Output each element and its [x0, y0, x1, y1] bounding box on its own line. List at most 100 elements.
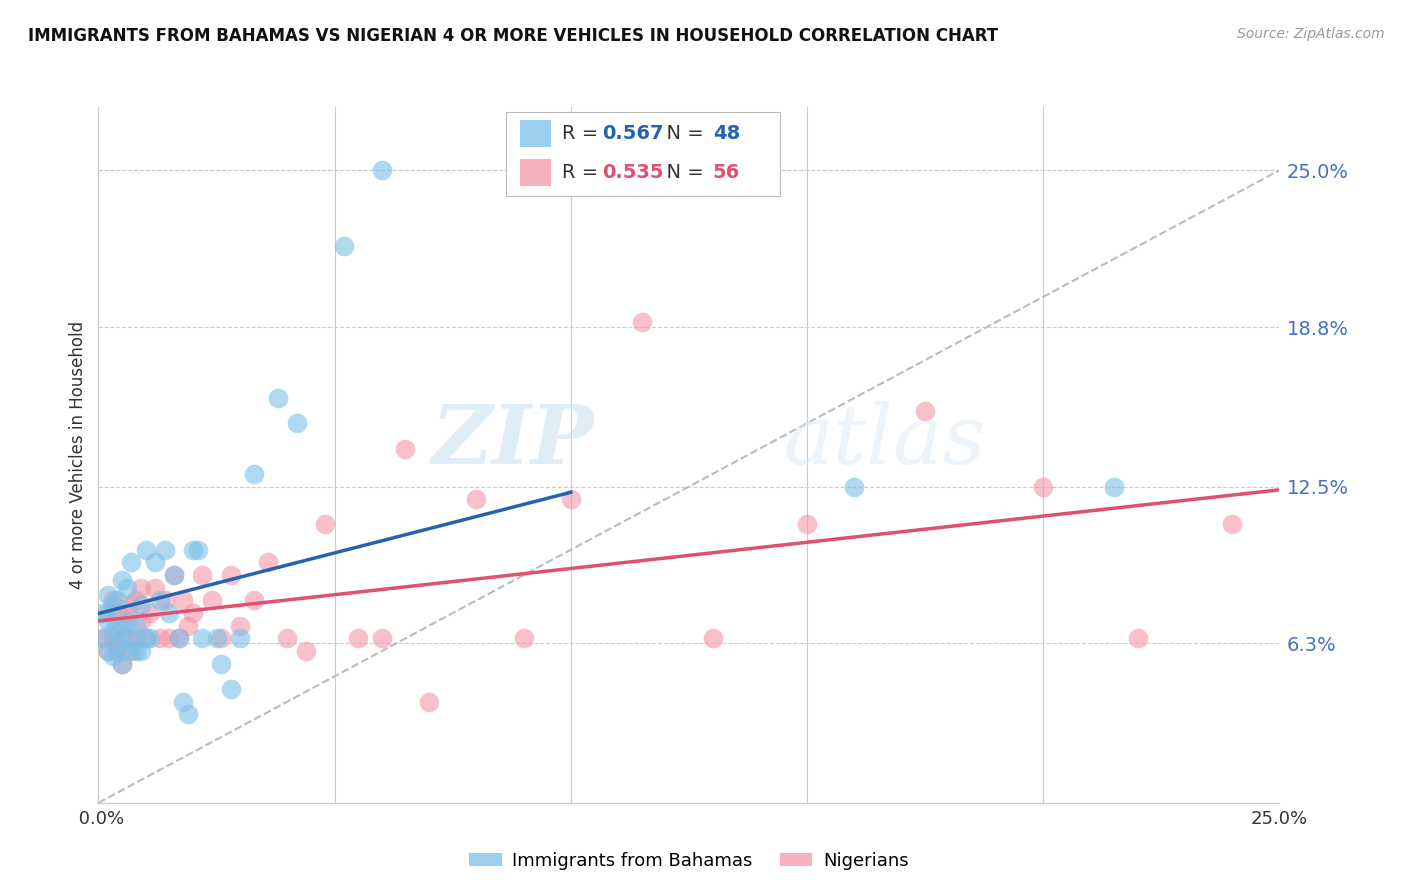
Point	[115, 644, 138, 658]
Point	[101, 599, 124, 613]
Point	[135, 632, 157, 646]
Point	[157, 606, 180, 620]
Point	[167, 632, 190, 646]
Point	[371, 163, 394, 178]
Point	[1102, 479, 1125, 493]
Text: 0.567: 0.567	[602, 124, 664, 144]
Point	[111, 618, 134, 632]
Point	[153, 593, 176, 607]
Point	[333, 239, 356, 253]
Point	[914, 403, 936, 417]
Text: IMMIGRANTS FROM BAHAMAS VS NIGERIAN 4 OR MORE VEHICLES IN HOUSEHOLD CORRELATION : IMMIGRANTS FROM BAHAMAS VS NIGERIAN 4 OR…	[28, 27, 998, 45]
Point	[125, 632, 148, 646]
Point	[560, 492, 582, 507]
Point	[97, 614, 120, 628]
Point	[630, 315, 652, 329]
Point	[163, 568, 186, 582]
Point	[181, 542, 204, 557]
Point	[121, 644, 143, 658]
Point	[172, 593, 194, 607]
Point	[97, 588, 120, 602]
Point	[149, 632, 172, 646]
Point	[191, 632, 214, 646]
Point	[1126, 632, 1149, 646]
Point	[129, 581, 152, 595]
Point	[91, 632, 114, 646]
Text: atlas: atlas	[783, 401, 986, 481]
Point	[121, 599, 143, 613]
Point	[111, 657, 134, 671]
Text: N =: N =	[654, 124, 710, 144]
Point	[181, 606, 204, 620]
Point	[191, 568, 214, 582]
Point	[125, 593, 148, 607]
Point	[111, 632, 134, 646]
Point	[97, 644, 120, 658]
Point	[243, 593, 266, 607]
Text: R =: R =	[562, 162, 605, 182]
Point	[105, 606, 128, 620]
Point	[314, 517, 336, 532]
Text: 48: 48	[713, 124, 740, 144]
Point	[177, 618, 200, 632]
Point	[229, 632, 252, 646]
Point	[115, 581, 138, 595]
Point	[209, 657, 232, 671]
Point	[101, 593, 124, 607]
Point	[97, 606, 120, 620]
Point	[115, 632, 138, 646]
Point	[139, 606, 162, 620]
Point	[115, 606, 138, 620]
Point	[125, 644, 148, 658]
Legend: Immigrants from Bahamas, Nigerians: Immigrants from Bahamas, Nigerians	[461, 845, 917, 877]
Point	[91, 606, 114, 620]
Point	[143, 581, 166, 595]
Point	[105, 593, 128, 607]
Point	[371, 632, 394, 646]
Point	[177, 707, 200, 722]
Point	[97, 644, 120, 658]
Text: R =: R =	[562, 124, 605, 144]
Point	[243, 467, 266, 481]
Point	[167, 632, 190, 646]
Point	[285, 417, 308, 431]
Point	[295, 644, 318, 658]
Point	[1316, 391, 1339, 405]
Point	[187, 542, 209, 557]
Point	[153, 542, 176, 557]
Point	[139, 632, 162, 646]
Point	[129, 614, 152, 628]
Point	[143, 556, 166, 570]
Point	[1220, 517, 1243, 532]
Point	[1032, 479, 1054, 493]
Point	[267, 391, 290, 405]
Point	[257, 556, 280, 570]
Point	[276, 632, 298, 646]
Point	[111, 657, 134, 671]
Point	[105, 618, 128, 632]
Point	[115, 614, 138, 628]
Point	[205, 632, 228, 646]
Point	[157, 632, 180, 646]
Point	[465, 492, 488, 507]
Point	[105, 644, 128, 658]
Text: Source: ZipAtlas.com: Source: ZipAtlas.com	[1237, 27, 1385, 41]
Point	[121, 632, 143, 646]
Point	[149, 593, 172, 607]
Point	[129, 644, 152, 658]
Point	[101, 632, 124, 646]
Point	[394, 442, 416, 456]
Point	[172, 695, 194, 709]
Point	[418, 695, 440, 709]
Text: N =: N =	[654, 162, 710, 182]
Point	[796, 517, 818, 532]
Point	[105, 639, 128, 653]
Point	[111, 573, 134, 587]
Point	[209, 632, 232, 646]
Point	[512, 632, 534, 646]
Point	[219, 681, 242, 696]
Point	[135, 542, 157, 557]
Point	[219, 568, 242, 582]
Point	[163, 568, 186, 582]
Point	[101, 648, 124, 663]
